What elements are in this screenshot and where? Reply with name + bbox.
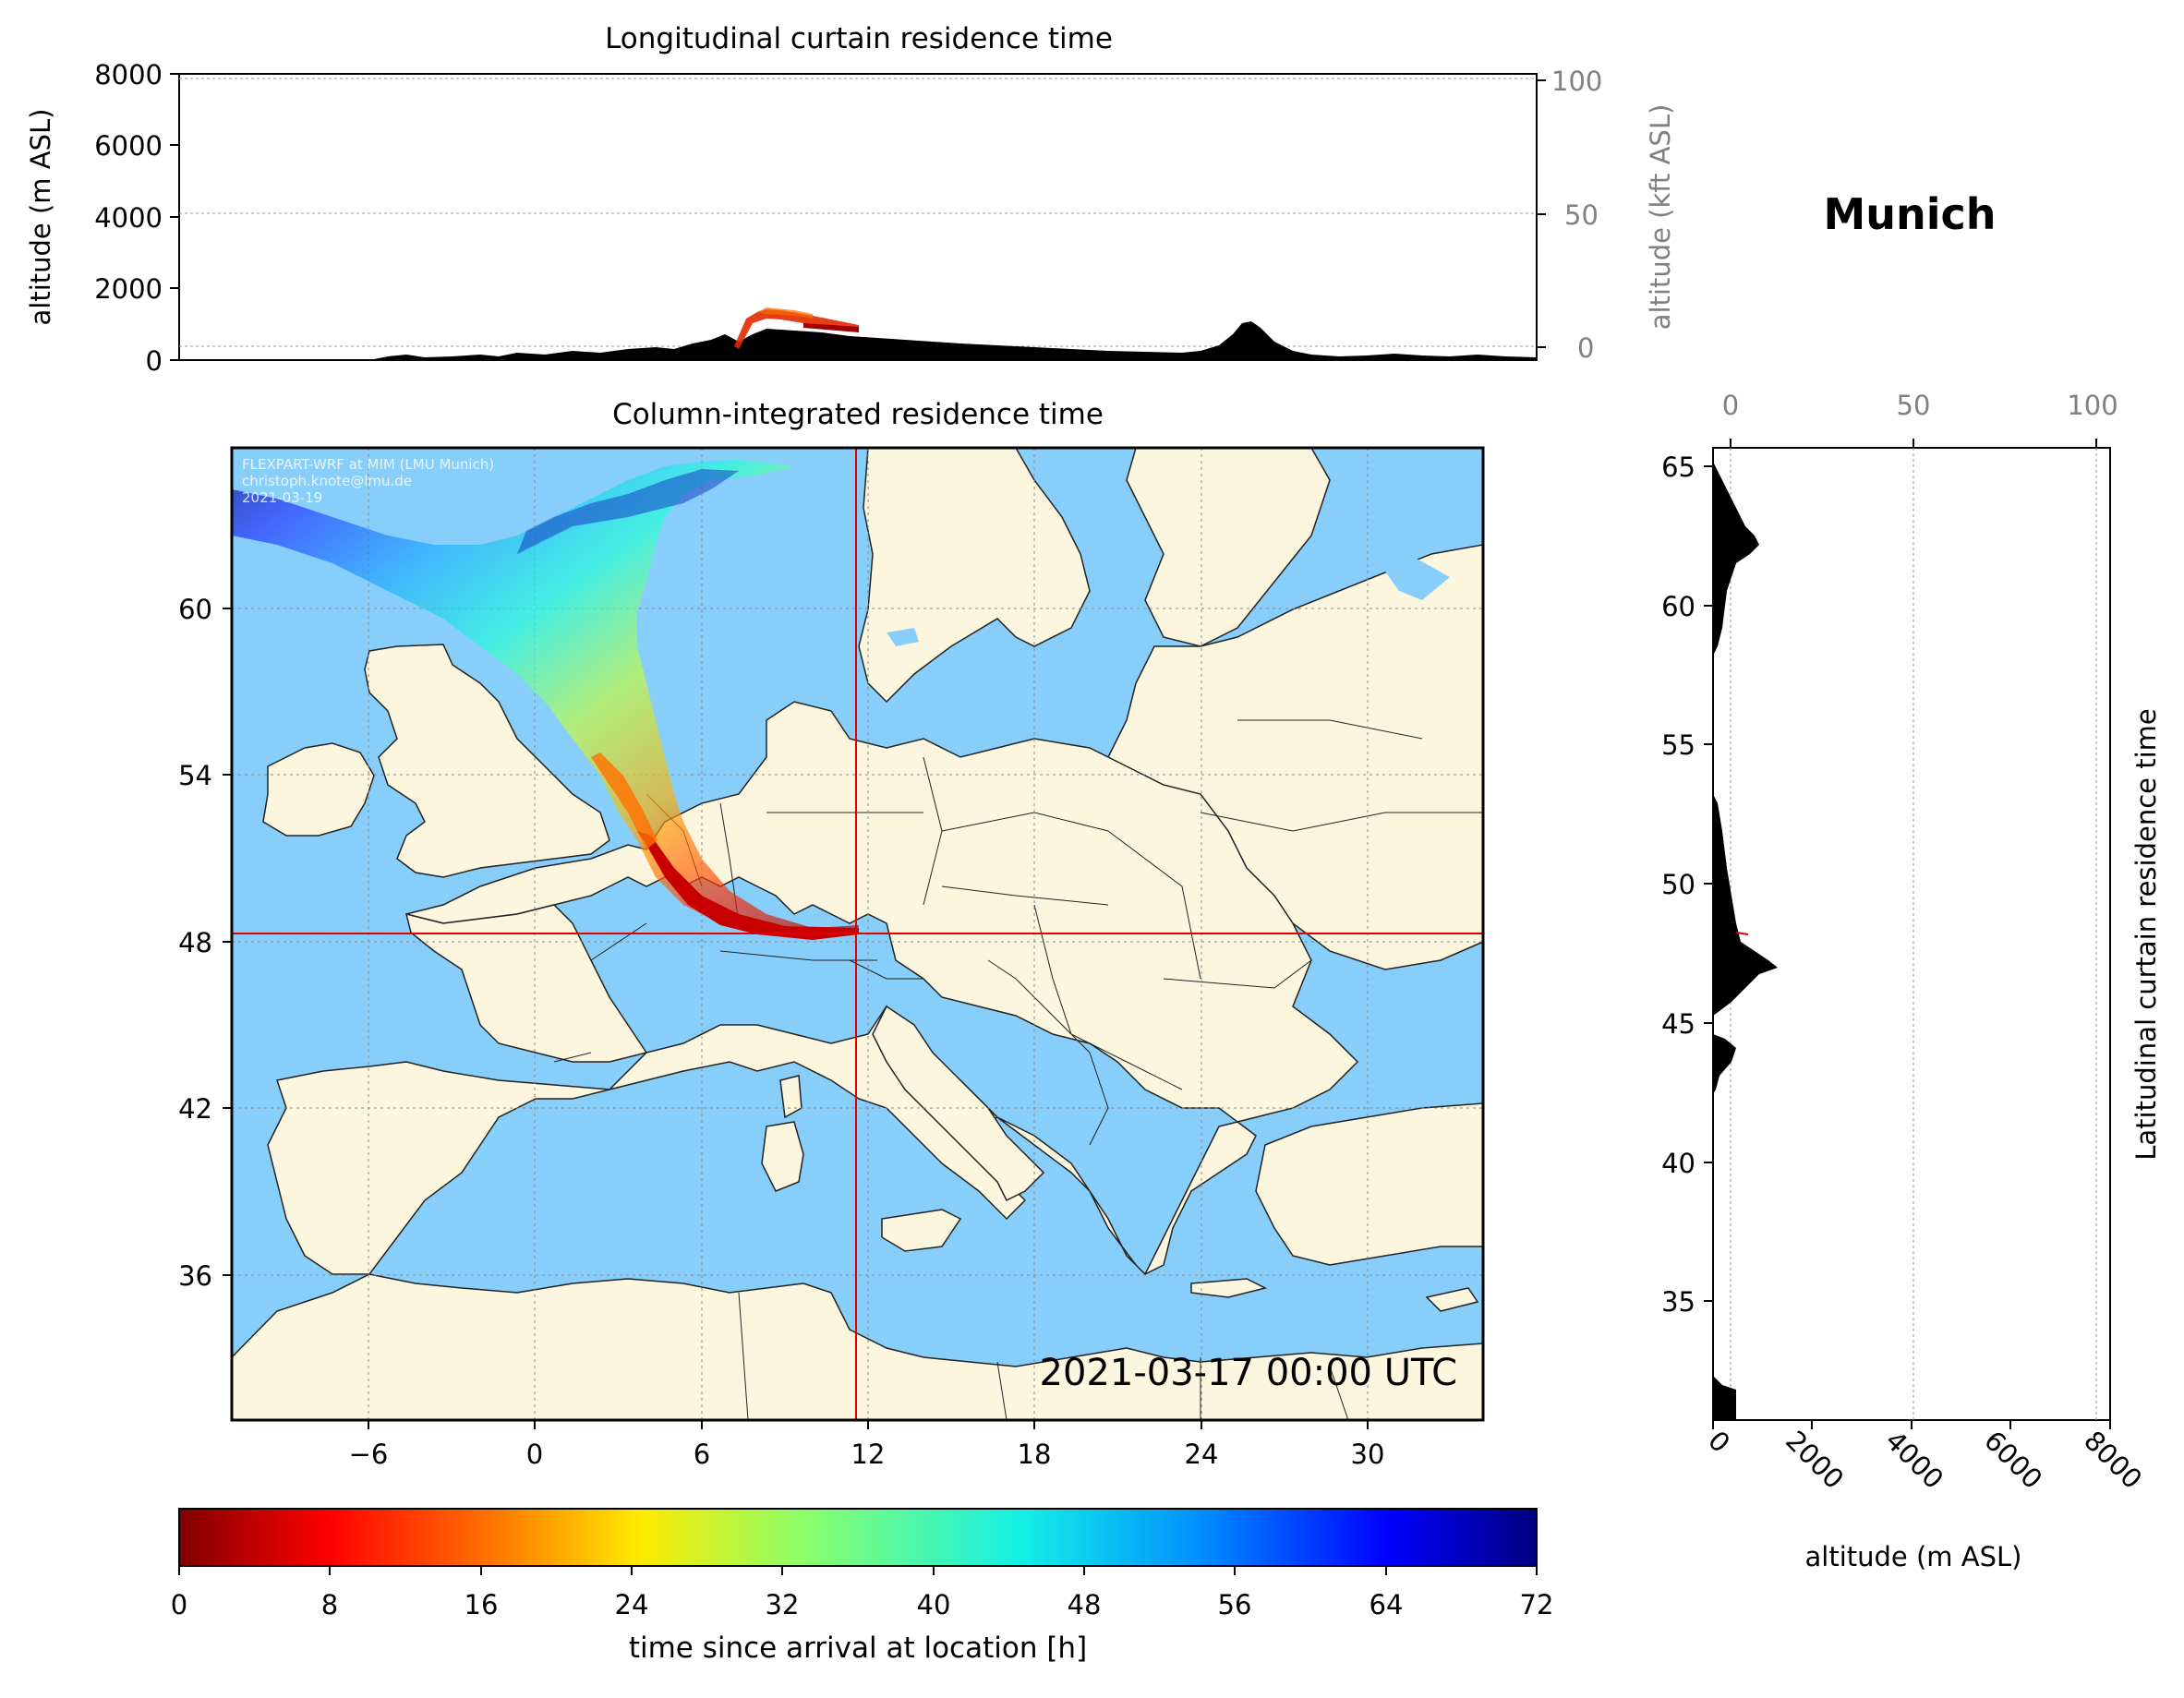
top-ytick-label: 0 — [146, 345, 163, 377]
colorbar-tick-label: 32 — [766, 1589, 800, 1620]
right-ytick-label: 45 — [1661, 1008, 1695, 1040]
land-cyprus — [1425, 1287, 1479, 1312]
land-sardinia — [761, 1121, 804, 1192]
map-ytick-label: 60 — [178, 594, 212, 625]
colorbar-tick-label: 64 — [1370, 1589, 1404, 1620]
top-panel-frame — [178, 73, 1538, 361]
map-xtick-label: 30 — [1351, 1439, 1385, 1470]
right-bottom-tick-label: 2000 — [1780, 1425, 1850, 1495]
right-ytick-label: 35 — [1661, 1286, 1695, 1318]
right-top-tick-label: 100 — [2067, 390, 2118, 421]
colorbar-tick-label: 8 — [321, 1589, 338, 1620]
land-ireland — [262, 742, 375, 837]
right-top-ticks — [1730, 439, 2097, 448]
land-france-west — [404, 904, 648, 1063]
watermark-line: 2021-03-19 — [242, 489, 322, 506]
lake — [887, 628, 919, 646]
colorbar-tick-label: 24 — [615, 1589, 649, 1620]
country-borders — [553, 719, 1483, 1420]
top-panel-title: Longitudinal curtain residence time — [605, 22, 1113, 55]
colorbar-gradient — [178, 1508, 1538, 1567]
top-panel: Longitudinal curtain residence time 8000… — [25, 22, 1676, 377]
right-ylabel: Latitudinal curtain residence time — [2130, 708, 2162, 1161]
right-particle-curtain — [1735, 932, 1749, 935]
land-sicily — [881, 1209, 962, 1252]
right-bottom-ticks — [1712, 1420, 2111, 1429]
colorbar-tick-label: 72 — [1520, 1589, 1554, 1620]
map-ytick-label: 42 — [178, 1093, 212, 1125]
map-xtick-label: 12 — [851, 1439, 886, 1470]
land-north-africa — [232, 1273, 1483, 1420]
map-xtick-label: −6 — [349, 1439, 389, 1470]
location-title: Munich — [1823, 189, 1996, 239]
map-ytick-label: 54 — [178, 760, 212, 791]
land-turkey — [1255, 1102, 1483, 1266]
right-yticks — [1704, 465, 1713, 1302]
right-ytick-label: 50 — [1661, 869, 1695, 900]
top-ytick-label: 6000 — [94, 130, 163, 162]
right-panel-frame — [1712, 447, 2111, 1421]
map-yticks — [223, 608, 232, 1276]
colorbar-tick-label: 56 — [1218, 1589, 1252, 1620]
top-right-ticks — [1537, 79, 1546, 348]
map-xtick-label: 0 — [526, 1439, 543, 1470]
top-terrain-profile — [179, 321, 1537, 360]
right-xlabel: altitude (m ASL) — [1805, 1541, 2022, 1572]
colorbar-tick-label: 16 — [465, 1589, 499, 1620]
map-frame — [230, 446, 1485, 1422]
lake — [1376, 554, 1450, 600]
watermark-line: christoph.knote@lmu.de — [242, 473, 412, 489]
land-crete — [1190, 1278, 1268, 1298]
right-ytick-label: 65 — [1661, 452, 1695, 483]
right-terrain-profile — [1713, 462, 1778, 1420]
map-timestamp: 2021-03-17 00:00 UTC — [1040, 1352, 1457, 1394]
right-bottom-tick-label: 8000 — [2078, 1425, 2148, 1495]
colorbar: 0 8 16 24 32 40 48 56 64 72 time since a… — [171, 1508, 1554, 1665]
map-xtick-label: 18 — [1018, 1439, 1052, 1470]
watermark-line: FLEXPART-WRF at MIM (LMU Munich) — [242, 456, 494, 473]
right-ytick-label: 55 — [1661, 729, 1695, 761]
map-panel: Column-integrated residence time — [178, 398, 1485, 1470]
top-ytick-label: 4000 — [94, 202, 163, 234]
top-ytick-label: 2000 — [94, 273, 163, 305]
right-bottom-tick-label: 6000 — [1978, 1425, 2048, 1495]
colorbar-tick-label: 0 — [171, 1589, 187, 1620]
top-left-ticks — [170, 73, 179, 361]
land-italy — [872, 1005, 1045, 1202]
top-ylabel-right: altitude (kft ASL) — [1645, 104, 1676, 331]
top-ytick-label: 8000 — [94, 59, 163, 90]
map-xticks — [368, 1420, 1369, 1429]
top-ylabel-left: altitude (m ASL) — [25, 109, 56, 326]
colorbar-ticks — [178, 1566, 1538, 1575]
map-xtick-label: 6 — [694, 1439, 710, 1470]
colorbar-label: time since arrival at location [h] — [629, 1632, 1087, 1665]
map-xtick-label: 24 — [1185, 1439, 1219, 1470]
map-title: Column-integrated residence time — [612, 398, 1104, 431]
right-grid — [1730, 448, 2097, 1420]
right-panel: 35 40 45 50 55 60 65 0 50 100 0 — [1661, 390, 2162, 1572]
right-ytick-label: 60 — [1661, 591, 1695, 622]
map-ytick-label: 36 — [178, 1260, 212, 1292]
right-bottom-tick-label: 0 — [1702, 1425, 1736, 1459]
top-right-tick-label: 50 — [1564, 199, 1599, 231]
colorbar-tick-label: 48 — [1068, 1589, 1102, 1620]
right-bottom-tick-label: 4000 — [1879, 1425, 1949, 1495]
land-continental-europe — [267, 701, 1359, 1276]
colorbar-tick-label: 40 — [917, 1589, 951, 1620]
watermark: FLEXPART-WRF at MIM (LMU Munich) christo… — [242, 456, 494, 506]
land-british-isles — [364, 644, 610, 878]
map-ytick-label: 48 — [178, 927, 212, 958]
right-top-tick-label: 0 — [1722, 390, 1739, 421]
right-top-tick-label: 50 — [1897, 390, 1931, 421]
right-ytick-label: 40 — [1661, 1148, 1695, 1179]
top-particle-curtain — [734, 307, 859, 349]
particle-plume — [232, 460, 859, 940]
top-right-tick-label: 0 — [1577, 332, 1594, 364]
top-right-tick-label: 100 — [1551, 66, 1602, 97]
